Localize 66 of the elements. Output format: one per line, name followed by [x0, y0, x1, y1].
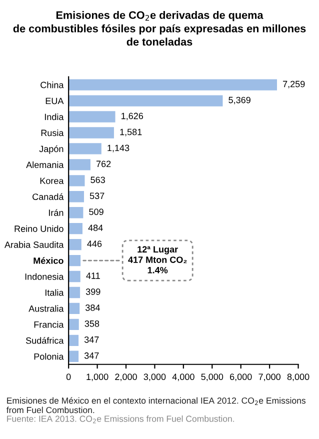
- data-label: 537: [90, 192, 104, 200]
- data-label: 762: [96, 160, 111, 168]
- bar: [68, 318, 79, 330]
- x-tick-label: 2,000: [115, 374, 137, 382]
- y-tick-label: Sudáfrica: [26, 337, 64, 344]
- annotation: 12ª Lugar 417 Mton CO₂ 1.4%: [128, 246, 187, 274]
- data-label: 384: [86, 304, 100, 311]
- bar: [68, 207, 84, 218]
- data-label: 347: [84, 336, 99, 343]
- bar: [68, 79, 277, 90]
- y-tick-label: Japón: [39, 145, 64, 154]
- y-tick-label: México: [34, 257, 64, 264]
- y-tick-label: Italia: [45, 289, 64, 296]
- data-label: 5,369: [228, 96, 250, 104]
- bar: [68, 127, 114, 138]
- x-tick-label: 7,000: [258, 374, 280, 382]
- bar: [68, 191, 84, 202]
- bar: [68, 270, 80, 282]
- y-tick-label: Arabia Saudita: [4, 241, 64, 248]
- y-tick-label: Indonesia: [25, 273, 64, 280]
- y-tick-label: Polonia: [34, 353, 64, 360]
- x-tick-label: 3,000: [144, 374, 166, 382]
- x-tick-label: 0: [66, 374, 71, 380]
- bar: [68, 334, 79, 346]
- chart-title: Emisiones de CO$_{2}$e derivadas de quema de combustibles fósiles por país expresadas en millones de toneladas: [13, 10, 306, 46]
- data-label: 399: [86, 288, 100, 295]
- data-label: 347: [84, 352, 99, 359]
- data-label: 1,143: [108, 144, 130, 152]
- x-tick-label: 1,000: [86, 374, 108, 382]
- x-tick-label: 4,000: [172, 374, 194, 382]
- source-note: Fuente: IEA 2013. CO$_{2}$e Emissions from Fuel Combustion.: [7, 415, 234, 424]
- y-tick-label: EUA: [46, 98, 64, 104]
- y-tick-label: Korea: [40, 178, 64, 184]
- bar: [68, 111, 116, 122]
- bar: [68, 350, 79, 362]
- data-label: 446: [87, 240, 102, 247]
- y-tick-label: Reino Unido: [14, 225, 64, 232]
- data-label: 484: [88, 224, 103, 232]
- bar: [68, 302, 80, 314]
- data-label: 358: [84, 320, 100, 327]
- bar: [68, 175, 85, 186]
- bar: [68, 159, 90, 170]
- data-label: 411: [86, 272, 100, 279]
- x-tick-label: 8,000: [287, 374, 310, 382]
- x-tick-label: 5,000: [201, 374, 224, 382]
- bar: [68, 143, 102, 154]
- bar: [68, 286, 80, 298]
- data-label: 509: [89, 208, 104, 216]
- y-tick-label: Rusia: [41, 129, 64, 136]
- data-label: 7,259: [283, 80, 305, 88]
- y-tick-label: Canadá: [32, 193, 64, 200]
- y-tick-label: Australia: [28, 305, 64, 312]
- bar: [68, 238, 82, 250]
- text: Emisiones de México en el contexto internacional IEA 2012. CO$_{2}$e Emissions from Fuel Combustion.: [6, 397, 306, 414]
- y-tick-label: China: [40, 82, 64, 88]
- bar: [68, 222, 82, 234]
- bar: [68, 95, 223, 106]
- y-tick-label: India: [44, 113, 64, 120]
- data-label: 563: [90, 176, 105, 184]
- data-label: 1,581: [120, 128, 142, 136]
- bar: [68, 254, 81, 266]
- y-tick-label: Francia: [34, 321, 64, 328]
- y-tick-label: Alemania: [26, 161, 64, 168]
- x-tick-label: 6,000: [230, 374, 252, 382]
- data-label: 1,626: [122, 112, 144, 120]
- y-tick-label: Irán: [49, 209, 64, 216]
